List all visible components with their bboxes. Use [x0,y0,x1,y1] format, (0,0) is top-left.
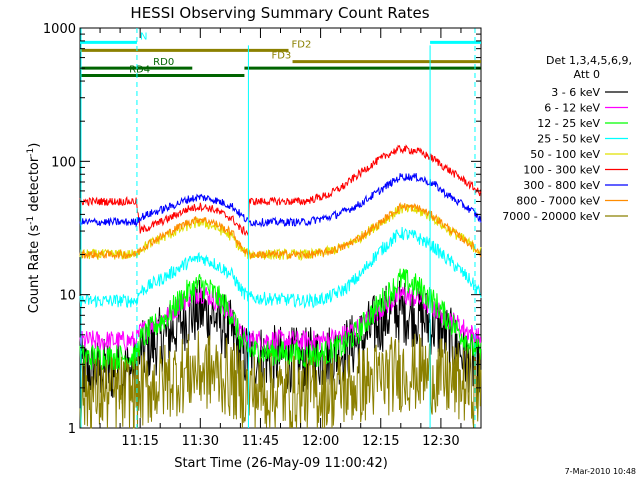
legend-label: 25 - 50 keV [537,133,600,146]
series-trace-7 [79,201,482,260]
x-tick-label: 12:30 [422,434,459,449]
axis-ticks: 11:15 11:30 11:45 12:00 12:15 12:30 1 10 100 1000 [43,22,481,449]
timestamp: 7-Mar-2010 10:48 [565,467,636,476]
y-tick-label: 1 [68,422,76,437]
legend-label: 12 - 25 keV [537,117,600,130]
x-tick-label: 11:45 [242,434,279,449]
flag-label-fd2: FD2 [292,39,312,50]
x-tick-label: 12:00 [302,434,339,449]
series-trace-0 [79,279,482,404]
legend-label: 300 - 800 keV [523,179,600,192]
series-trace-2 [79,268,482,371]
series-trace-8 [79,330,482,429]
legend-label: 7000 - 20000 keV [502,210,600,223]
series-trace-4 [79,203,482,262]
y-axis-label-sup2: -1 [26,148,36,157]
x-tick-label: 12:15 [362,434,399,449]
series-trace-5 [79,144,482,237]
legend-header-attenuator: Att 0 [574,68,600,81]
series-trace-6 [79,173,482,228]
y-axis-label: Count Rate (s-1 detector-1) [26,143,42,314]
x-tick-label: 11:15 [121,434,158,449]
y-tick-label: 10 [59,289,76,304]
legend-label: 3 - 6 keV [551,86,600,99]
legend-label: 100 - 300 keV [523,164,600,177]
y-axis-label-end: ) [27,143,42,148]
flag-label-fd3: FD3 [271,51,291,62]
flag-label-rd4: RD4 [129,65,150,76]
y-axis-label-sup1: -1 [26,216,36,225]
x-tick-label: 11:30 [182,434,219,449]
y-tick-label: 100 [51,155,76,170]
legend-items: 3 - 6 keV 6 - 12 keV 12 - 25 keV 25 - 50 ke… [502,86,628,223]
y-axis-label-mid: detector [27,156,42,216]
series-traces [79,144,482,429]
y-axis-label-main: Count Rate (s [27,225,42,314]
legend-label: 6 - 12 keV [544,102,600,115]
legend-label: 800 - 7000 keV [516,195,600,208]
chart-title: HESSI Observing Summary Count Rates [130,4,429,22]
series-trace-3 [79,226,482,309]
y-tick-label: 1000 [43,22,76,37]
flag-label-rd0: RD0 [153,57,174,68]
vertical-markers [80,28,476,428]
legend-label: 50 - 100 keV [530,148,600,161]
legend-header-detectors: Det 1,3,4,5,6,9, [546,54,632,67]
legend: Det 1,3,4,5,6,9, Att 0 3 - 6 keV 6 - 12 k… [502,54,632,223]
flag-label-n: N [140,31,147,42]
x-axis-label: Start Time (26-May-09 11:00:42) [174,456,388,471]
